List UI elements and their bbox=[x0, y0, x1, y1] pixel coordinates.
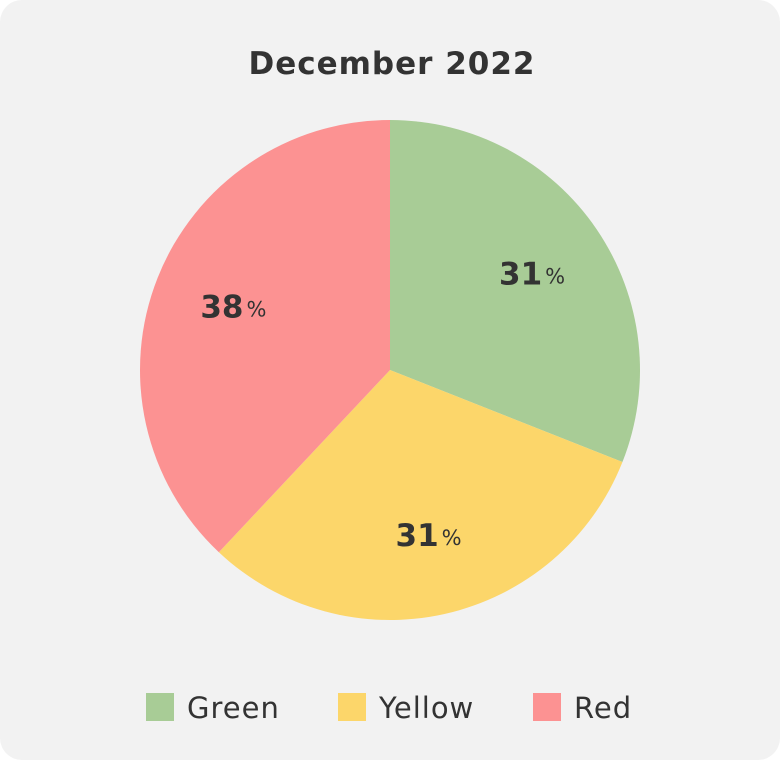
slice-label: 38 bbox=[200, 289, 243, 325]
slice-label-unit: % bbox=[442, 526, 462, 550]
slice-label: 31 bbox=[396, 518, 439, 554]
legend-swatch bbox=[338, 693, 366, 721]
legend-label: Green bbox=[187, 691, 280, 725]
pie-slice bbox=[218, 370, 623, 620]
legend-label: Yellow bbox=[378, 691, 474, 725]
legend-swatch bbox=[146, 693, 174, 721]
legend-label: Red bbox=[574, 691, 632, 725]
slice-label: 31 bbox=[499, 256, 542, 292]
pie-slice bbox=[140, 120, 390, 553]
legend-swatch bbox=[533, 693, 561, 721]
slice-label-unit: % bbox=[247, 297, 267, 321]
slice-label-unit: % bbox=[545, 264, 565, 288]
pie-slice bbox=[390, 120, 640, 463]
chart-title: December 2022 bbox=[248, 46, 535, 82]
